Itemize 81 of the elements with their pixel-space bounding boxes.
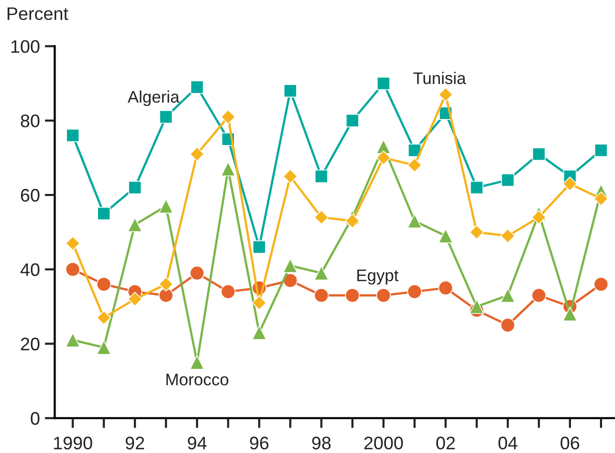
point <box>345 214 360 228</box>
point <box>594 276 608 292</box>
series-label: Tunisia <box>413 72 466 84</box>
point <box>469 224 484 240</box>
point <box>220 284 236 300</box>
point <box>470 180 484 194</box>
series-label: Morocco <box>166 374 228 386</box>
point <box>562 176 578 192</box>
point <box>314 210 329 225</box>
series-label: Egypt <box>357 270 398 285</box>
point <box>252 325 267 340</box>
point <box>407 214 422 228</box>
point <box>158 288 174 303</box>
point <box>97 206 110 220</box>
point <box>65 262 80 277</box>
point <box>96 340 112 355</box>
point <box>376 288 391 303</box>
point <box>532 288 546 303</box>
x-tick-label: 2000 <box>364 436 403 450</box>
point <box>407 158 422 173</box>
series-label: Algeria <box>128 90 180 106</box>
point <box>408 144 422 158</box>
point <box>128 292 142 306</box>
point <box>438 87 453 102</box>
point <box>594 191 608 206</box>
point <box>190 146 204 162</box>
y-tick-label: 20 <box>20 338 40 350</box>
point <box>532 147 546 161</box>
point <box>65 332 80 348</box>
point <box>128 180 142 194</box>
point <box>220 110 236 124</box>
point <box>190 354 204 370</box>
point <box>158 276 174 292</box>
point <box>96 310 112 325</box>
point <box>65 236 80 251</box>
point <box>282 273 298 288</box>
point <box>314 170 328 184</box>
point <box>501 173 514 187</box>
point <box>532 210 546 225</box>
y-tick-label: 100 <box>11 40 40 53</box>
point <box>252 240 266 254</box>
y-tick-label: 0 <box>30 412 40 425</box>
point <box>376 150 391 166</box>
x-tick-label: 04 <box>498 436 518 450</box>
point <box>220 162 236 176</box>
point <box>376 76 390 90</box>
point <box>128 217 142 232</box>
x-tick-label: 96 <box>250 436 268 450</box>
x-tick-label: 94 <box>188 436 207 450</box>
y-tick-label: 40 <box>20 263 40 276</box>
point <box>345 288 360 303</box>
point <box>252 296 266 310</box>
point <box>314 266 329 280</box>
point <box>96 276 112 292</box>
point <box>500 228 516 244</box>
y-tick-label: 60 <box>20 188 40 202</box>
point <box>314 288 329 303</box>
x-tick-label: 98 <box>312 436 331 450</box>
point <box>66 128 80 142</box>
point <box>284 84 297 98</box>
x-tick-label: 92 <box>126 436 144 450</box>
point <box>438 228 454 244</box>
y-axis-title: Percent <box>8 7 68 20</box>
point <box>500 288 516 303</box>
point <box>438 280 454 296</box>
point <box>282 169 298 184</box>
point <box>190 266 204 280</box>
x-tick-label: 1990 <box>54 436 92 450</box>
y-tick-label: 80 <box>20 114 40 128</box>
point <box>594 144 608 158</box>
point <box>469 299 484 314</box>
point <box>190 80 204 94</box>
point <box>407 284 422 300</box>
point <box>159 110 173 124</box>
point <box>282 258 298 273</box>
x-tick-label: 02 <box>436 436 455 450</box>
point <box>158 198 174 214</box>
point <box>500 318 516 333</box>
point <box>346 114 360 128</box>
point <box>562 306 578 322</box>
x-tick-label: 06 <box>560 436 580 450</box>
